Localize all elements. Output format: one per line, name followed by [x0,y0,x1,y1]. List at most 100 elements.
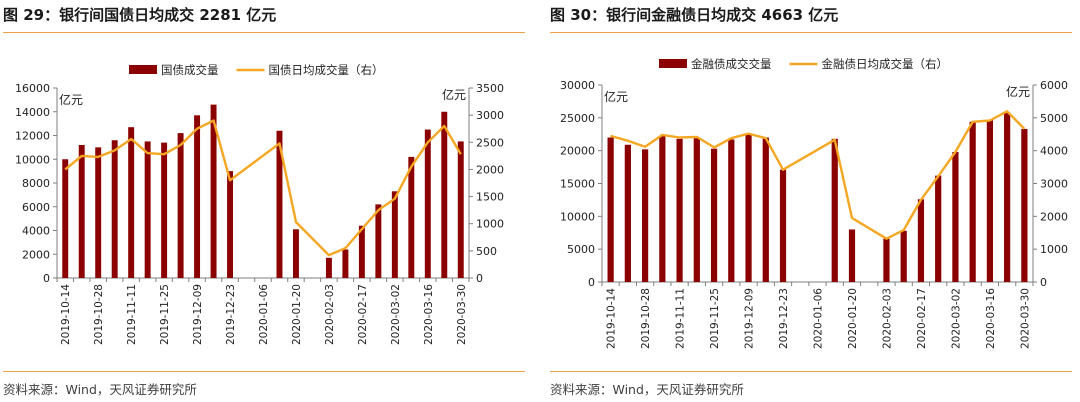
x-tick-label: 2020-01-20 [847,288,859,349]
bar [62,159,69,278]
y-tick-label-left: 25000 [560,112,595,125]
bar [161,142,168,278]
figure-title: 图 30：银行间金融债日均成交 4663 亿元 [550,6,839,24]
legend-bar-label: 金融债成交交量 [691,57,772,71]
y-tick-label-left: 16000 [15,82,50,95]
y-tick-label-left: 20000 [560,145,595,158]
x-tick-label: 2019-12-09 [744,288,756,349]
bar [227,171,234,278]
bar [986,120,994,283]
x-tick-label: 2020-01-06 [813,288,825,349]
bar [111,140,118,278]
bar [624,144,631,282]
bar [276,130,283,278]
bar [325,257,332,278]
legend-line-label: 国债日均成交量（右） [269,63,384,77]
x-tick-label: 2019-11-25 [709,288,721,349]
bar [177,133,184,278]
x-tick-label: 2020-01-06 [258,284,270,345]
bar [441,111,448,278]
bar [95,147,102,278]
bar [641,149,649,282]
y-tick-label-left: 0 [588,276,595,289]
bar [848,229,856,282]
x-tick-label: 2020-03-16 [423,284,435,345]
x-tick-label: 2019-11-25 [159,284,171,345]
bar [831,138,838,282]
unit-label-left: 亿元 [59,92,83,107]
y-tick-label-left: 10000 [560,210,595,223]
y-tick-label-left: 30000 [560,79,595,92]
y-tick-label-right: 2000 [1040,210,1068,223]
y-tick-label-right: 3000 [1040,178,1068,191]
title-rule [550,32,1072,33]
y-tick-label-left: 0 [43,272,50,285]
legend-bar-swatch [129,65,157,74]
y-tick-label-right: 3000 [476,109,504,122]
y-tick-label-right: 1000 [476,218,504,231]
bar [745,134,752,282]
x-tick-label: 2020-02-03 [881,288,893,349]
y-tick-label-right: 2500 [476,136,504,149]
bar [1021,128,1028,282]
bar [408,156,415,278]
x-tick-label: 2019-12-23 [778,288,790,349]
bar [710,148,718,282]
source-rule [550,371,1072,372]
x-tick-label: 2020-03-16 [985,288,997,349]
x-tick-label: 2020-01-20 [291,284,303,345]
bar [607,137,614,282]
unit-label-right: 亿元 [1006,84,1030,99]
chart-panel-financial-bonds: 图 30：银行间金融债日均成交 4663 亿元 0 5000 10000 15000 2… [550,0,1072,402]
bar [128,127,135,278]
bar [358,225,365,278]
chart-svg: 0 2000 4000 6000 8000 10000 12000 14000 16000 0 50… [15,63,504,345]
bar [952,151,959,282]
x-tick-label: 2019-12-09 [192,284,204,345]
source-note: 资料来源：Wind，天风证券研究所 [3,382,197,397]
legend-line-label: 金融债日均成交量（右） [822,57,949,71]
y-tick-label-right: 3500 [476,82,504,95]
y-tick-label-right: 4000 [1040,145,1068,158]
x-tick-label: 2020-02-17 [357,284,369,345]
y-tick-label-right: 5000 [1040,112,1068,125]
x-tick-label: 2019-10-14 [60,284,72,345]
chart-panel-treasury: 图 29：银行间国债日均成交 2281 亿元 0 2000 4000 6000 8000… [3,0,525,402]
x-tick-label: 2020-03-02 [390,284,402,345]
y-tick-label-right: 1000 [1040,243,1068,256]
bar [900,230,907,282]
x-tick-label: 2019-11-11 [126,284,138,345]
source-note: 资料来源：Wind，天风证券研究所 [550,382,744,397]
title-rule [3,32,525,33]
bar [935,175,942,282]
x-tick-label: 2019-10-28 [640,288,652,349]
figure-title: 图 29：银行间国债日均成交 2281 亿元 [3,6,277,24]
y-tick-label-right: 1500 [476,191,504,204]
x-tick-label: 2019-10-14 [606,288,618,349]
bar [78,145,85,278]
y-tick-label-right: 500 [476,245,497,258]
legend-bar-swatch [659,59,687,68]
y-tick-label-left: 4000 [22,225,50,238]
unit-label-right: 亿元 [442,87,466,102]
bar [457,141,464,278]
x-tick-label: 2019-12-23 [225,284,237,345]
bar [917,199,925,282]
bar [779,169,787,282]
legend-bar-label: 国债成交量 [161,63,219,77]
bar [659,136,666,282]
bar [693,138,700,282]
x-tick-label: 2019-10-28 [93,284,105,345]
bar [969,121,976,282]
bar [144,141,151,278]
bar [391,191,398,278]
y-tick-label-left: 12000 [15,130,50,143]
y-tick-label-left: 10000 [15,153,50,166]
source-rule [3,371,525,372]
bar [292,229,299,278]
x-tick-label: 2020-03-30 [1019,288,1031,349]
x-tick-label: 2020-02-17 [916,288,928,349]
y-tick-label-left: 15000 [560,178,595,191]
x-tick-label: 2020-03-02 [950,288,962,349]
unit-label-left: 亿元 [604,89,628,104]
